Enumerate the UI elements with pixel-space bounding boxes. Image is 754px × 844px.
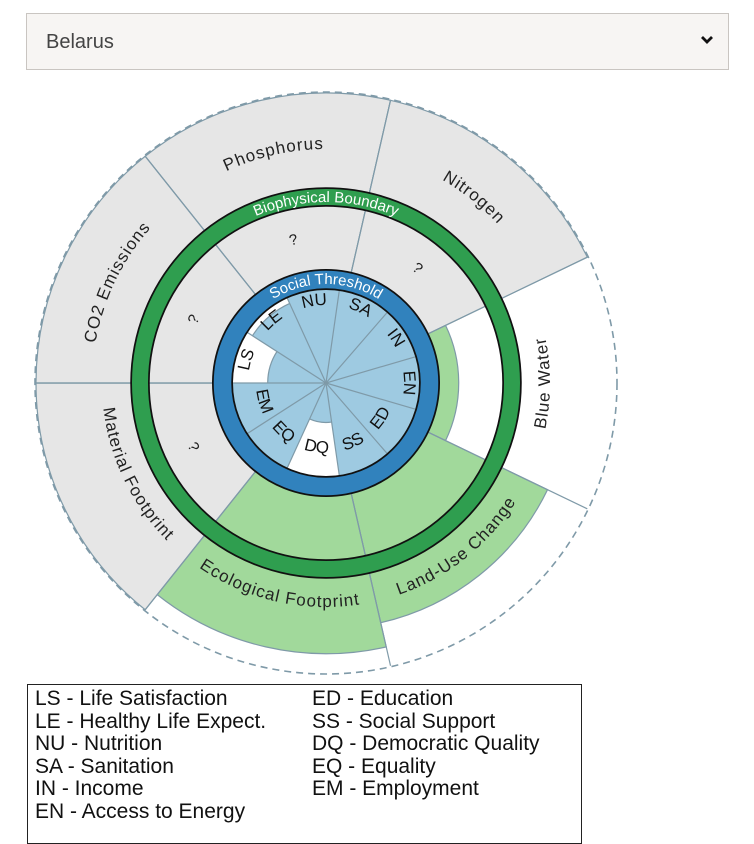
legend-item: LS - Life Satisfaction: [35, 688, 266, 711]
social-label-text: DQ: [303, 435, 330, 457]
legend-item: EM - Employment: [312, 778, 540, 801]
country-select-value: Belarus: [46, 31, 114, 54]
legend-item: DQ - Democratic Quality: [312, 733, 540, 756]
social-label: DQ: [303, 435, 330, 457]
legend: LS - Life Satisfaction LE - Healthy Life…: [27, 684, 582, 844]
legend-item: SA - Sanitation: [35, 756, 266, 779]
legend-column-left: LS - Life Satisfaction LE - Healthy Life…: [35, 688, 266, 824]
legend-item: EN - Access to Energy: [35, 801, 266, 824]
legend-column-right: ED - Education SS - Social Support DQ - …: [312, 688, 540, 801]
country-select[interactable]: Belarus: [26, 13, 729, 70]
legend-item: NU - Nutrition: [35, 733, 266, 756]
chevron-down-icon: [700, 33, 714, 47]
ecological-label-text: Blue Water: [530, 336, 554, 430]
legend-item: ED - Education: [312, 688, 540, 711]
legend-item: IN - Income: [35, 778, 266, 801]
ecological-label: Blue Water: [530, 336, 554, 430]
legend-item: LE - Healthy Life Expect.: [35, 711, 266, 734]
legend-item: SS - Social Support: [312, 711, 540, 734]
legend-item: EQ - Equality: [312, 756, 540, 779]
